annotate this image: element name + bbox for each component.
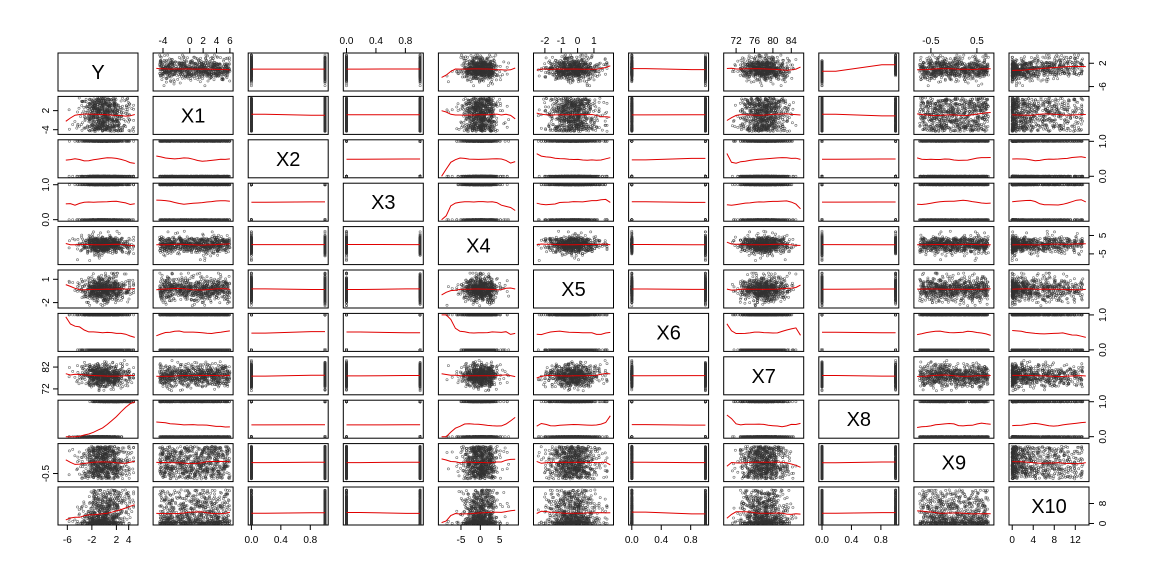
data-point <box>219 57 221 59</box>
data-point <box>161 79 163 81</box>
data-point <box>204 85 206 87</box>
data-point <box>211 59 213 61</box>
data-point <box>200 57 202 59</box>
data-point <box>197 78 199 80</box>
data-point <box>186 57 188 59</box>
diagonal-label-Y: Y <box>91 62 104 84</box>
data-point <box>213 54 215 56</box>
data-point <box>177 78 179 80</box>
data-point <box>173 83 175 85</box>
data-point <box>229 80 231 82</box>
data-point <box>165 81 167 83</box>
data-point <box>213 79 215 81</box>
data-point <box>178 56 180 58</box>
data-point <box>164 54 166 56</box>
data-point <box>225 58 227 60</box>
panel-Y-vs-Y: Y <box>58 53 138 91</box>
data-point <box>194 77 196 79</box>
data-point <box>207 80 209 82</box>
data-point <box>228 59 230 61</box>
data-point <box>167 54 169 56</box>
panel-Y-vs-X1 <box>153 53 233 91</box>
panel-Y-vs-X2 <box>248 53 328 91</box>
data-point <box>176 74 178 76</box>
data-point <box>199 81 201 83</box>
panel-frame <box>248 53 328 91</box>
data-point <box>163 85 165 87</box>
data-point <box>179 82 181 84</box>
